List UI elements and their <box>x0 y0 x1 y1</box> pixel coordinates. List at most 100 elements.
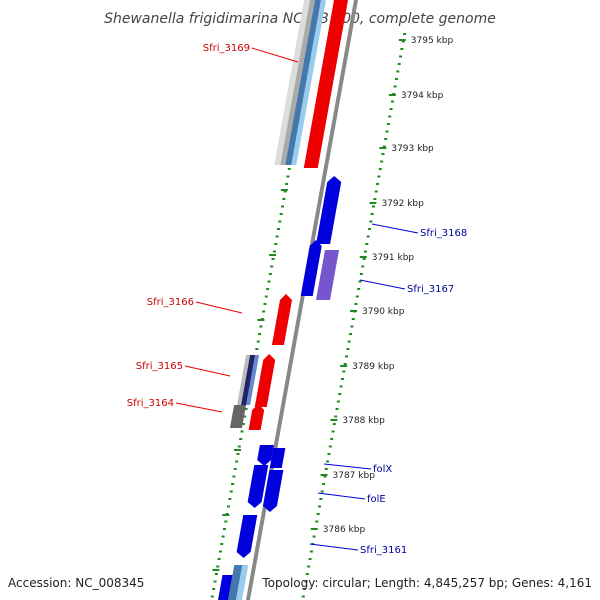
minor-tick <box>210 595 214 598</box>
gene-label[interactable]: folX <box>373 464 392 475</box>
gene-feature <box>218 575 233 600</box>
minor-tick <box>318 505 322 508</box>
major-tick <box>222 514 230 516</box>
minor-tick <box>347 340 351 343</box>
minor-tick <box>220 543 224 545</box>
minor-tick <box>237 445 241 448</box>
minor-tick <box>358 280 362 283</box>
minor-tick <box>345 355 349 358</box>
scale-tick-label: 3791 kbp <box>372 253 415 263</box>
major-tick <box>280 189 288 191</box>
minor-tick <box>346 348 350 350</box>
minor-tick <box>287 168 291 170</box>
minor-tick <box>304 580 308 583</box>
minor-tick <box>283 190 287 193</box>
major-tick <box>388 94 396 96</box>
minor-tick <box>399 55 403 58</box>
minor-tick <box>378 168 382 170</box>
minor-tick <box>361 265 365 268</box>
gene-feature <box>300 240 322 296</box>
scale-tick-label: 3795 kbp <box>411 36 454 46</box>
minor-tick <box>268 273 272 275</box>
minor-tick <box>286 175 290 178</box>
minor-tick <box>403 33 407 35</box>
rna-feature <box>228 565 243 600</box>
minor-tick <box>307 565 311 568</box>
minor-tick <box>355 295 359 298</box>
gene-label[interactable]: Sfri_3165 <box>136 361 183 372</box>
gene-label[interactable]: Sfri_3169 <box>203 43 250 54</box>
minor-tick <box>380 160 384 163</box>
minor-tick <box>270 265 274 268</box>
gene-feature <box>262 470 284 512</box>
minor-tick <box>354 303 358 305</box>
minor-tick <box>275 235 279 238</box>
label-leader-line <box>175 402 223 413</box>
gene-feature <box>303 0 348 168</box>
minor-tick <box>320 490 324 493</box>
major-tick <box>257 319 265 321</box>
gene-label[interactable]: Sfri_3167 <box>407 284 454 295</box>
minor-tick <box>235 460 239 463</box>
gene-feature <box>316 176 342 244</box>
minor-tick <box>315 520 319 523</box>
gene-feature <box>316 250 339 300</box>
gene-label[interactable]: Sfri_3161 <box>360 545 407 556</box>
minor-tick <box>359 273 363 275</box>
label-leader-line <box>309 543 359 551</box>
gene-label[interactable]: Sfri_3166 <box>147 297 194 308</box>
minor-tick <box>363 250 367 253</box>
minor-tick <box>221 535 225 538</box>
minor-tick <box>232 475 236 478</box>
minor-tick <box>328 445 332 448</box>
minor-tick <box>362 258 366 260</box>
minor-tick <box>227 505 231 508</box>
minor-tick <box>217 558 221 560</box>
scale-tick-label: 3793 kbp <box>391 144 434 154</box>
rna-feature <box>236 565 249 600</box>
gene-feature <box>247 465 269 508</box>
minor-tick <box>331 430 335 433</box>
gene-label[interactable]: folE <box>367 494 386 505</box>
minor-tick <box>384 138 388 140</box>
label-leader-line <box>251 47 299 63</box>
minor-tick <box>312 535 316 538</box>
scale-tick-label: 3794 kbp <box>401 91 444 101</box>
minor-tick <box>264 295 268 298</box>
minor-tick <box>386 123 390 125</box>
minor-tick <box>319 498 323 500</box>
minor-tick <box>332 423 336 425</box>
minor-tick <box>401 40 405 43</box>
minor-tick <box>393 85 397 88</box>
minor-tick <box>281 205 285 208</box>
minor-tick <box>303 588 307 590</box>
major-tick <box>330 419 338 421</box>
gene-feature <box>257 445 274 466</box>
map-title: Shewanella frigidimarina NCIMB 400, comp… <box>104 11 496 27</box>
minor-tick <box>400 48 404 50</box>
minor-tick <box>212 588 216 590</box>
major-tick <box>369 202 377 204</box>
minor-tick <box>222 528 226 530</box>
minor-tick <box>231 483 235 485</box>
minor-tick <box>285 183 289 185</box>
rna-feature <box>241 355 256 405</box>
minor-tick <box>326 460 330 463</box>
minor-tick <box>272 250 276 253</box>
gene-label[interactable]: Sfri_3168 <box>420 228 467 239</box>
gene-feature <box>246 355 260 405</box>
minor-tick <box>388 115 392 118</box>
label-leader-line <box>317 492 366 500</box>
minor-tick <box>349 333 353 335</box>
major-tick <box>398 39 406 41</box>
major-tick <box>234 449 241 451</box>
gene-label[interactable]: Sfri_3164 <box>127 398 174 409</box>
minor-tick <box>279 213 283 215</box>
minor-tick <box>343 363 347 365</box>
minor-tick <box>276 228 280 230</box>
scale-tick-label: 3786 kbp <box>323 525 366 535</box>
minor-tick <box>323 475 327 478</box>
scale-tick-label: 3789 kbp <box>352 362 395 372</box>
minor-tick <box>240 430 244 433</box>
